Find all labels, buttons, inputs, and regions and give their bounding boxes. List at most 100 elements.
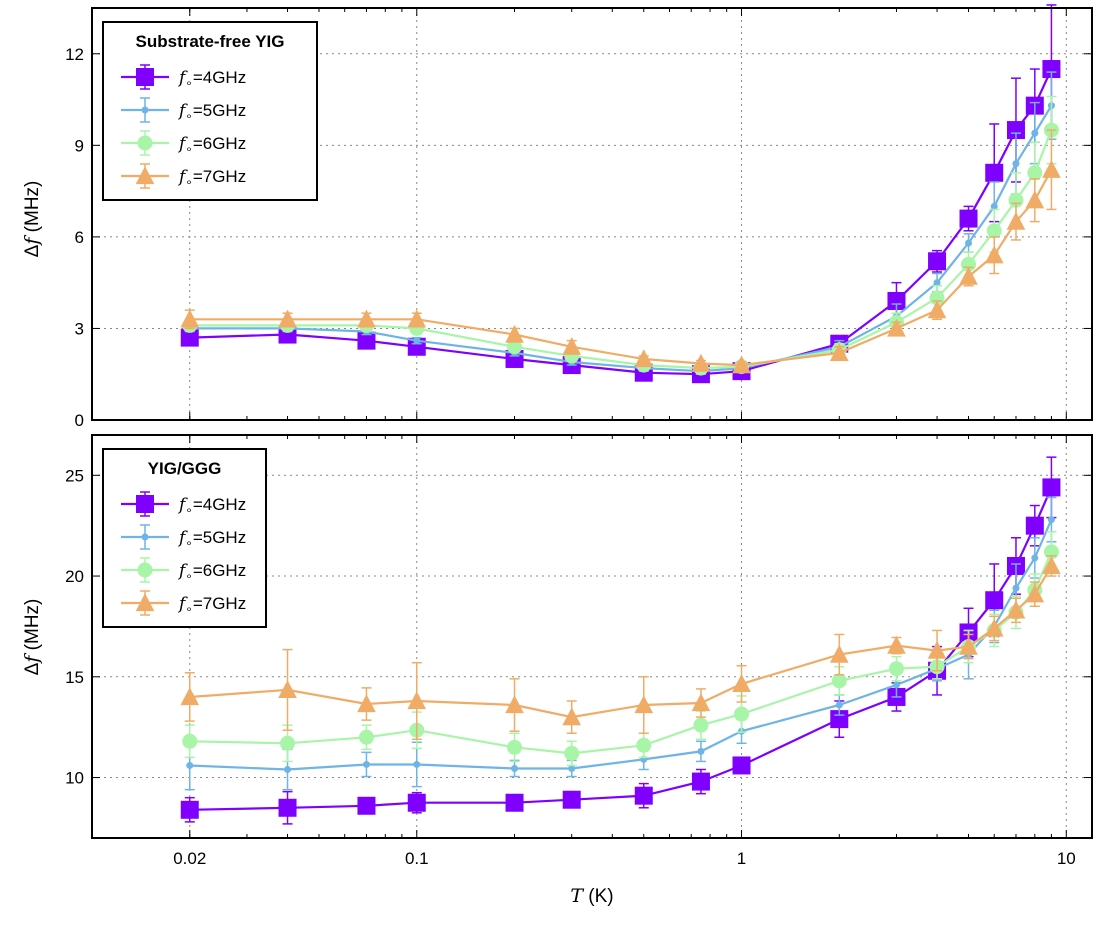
legend-label: f∘=5GHz [177,528,246,550]
plot-frame [91,7,1093,421]
triangle-marker [180,687,200,706]
triangle-marker [407,309,427,328]
square-marker [691,772,710,791]
circle-marker [831,673,847,689]
dot-marker [362,760,370,768]
triangle-marker [135,166,155,185]
dot-marker [568,764,576,772]
legend-title: Substrate-free YIG [136,32,285,51]
triangle-marker [180,309,200,328]
legend-label: f∘=6GHz [177,561,246,583]
y-tick-label: 25 [65,466,84,485]
square-marker [985,591,1004,610]
triangle-marker [887,635,906,654]
series-line [189,551,1053,755]
series-line [189,169,1053,367]
dot-marker [141,533,149,541]
square-marker [985,163,1004,182]
triangle-marker [959,636,978,655]
triangle-marker [691,353,711,372]
dot-marker [284,765,292,773]
triangle-marker [984,245,1004,264]
square-marker [959,209,978,228]
dot-marker [413,337,421,345]
triangle-marker [959,266,978,285]
dot-marker [1012,160,1020,168]
series-square [180,456,1061,825]
triangle-marker [1042,160,1061,178]
dot-marker [1031,554,1039,562]
triangle-marker [829,644,849,663]
circle-marker [564,745,580,761]
triangle-marker [407,691,427,710]
triangle-marker [634,349,654,368]
square-marker [407,793,426,812]
square-marker [505,793,524,812]
circle-marker [137,562,153,578]
square-marker [732,756,751,775]
dot-marker [892,681,900,689]
square-marker [634,786,653,805]
legend: Substrate-free YIG f∘=4GHz f∘=5GHz f∘=6GHz f… [102,21,318,201]
x-axis-label: T (K) [570,885,613,907]
circle-marker [507,339,523,355]
square-marker [136,495,154,513]
circle-marker [636,737,652,753]
triangle-marker [732,355,751,374]
x-tick-label: 0.1 [405,849,429,868]
series-dot [184,496,1057,791]
triangle-marker [927,640,947,659]
y-tick-label: 20 [65,567,84,586]
legend-label: f∘=4GHz [177,68,246,90]
triangle-marker [278,309,297,328]
triangle-marker [1042,556,1061,575]
legend-label: f∘=4GHz [177,495,246,517]
legend-label: f∘=7GHz [177,594,246,616]
y-tick-label: 0 [75,411,84,430]
dot-marker [186,761,194,769]
triangle-marker [1006,211,1026,230]
x-tick-label: 1 [737,849,746,868]
series-line [189,565,1053,719]
square-marker [357,796,376,815]
triangle-marker [1025,190,1045,209]
y-tick-label: 15 [65,668,84,687]
y-tick-label: 9 [75,136,84,155]
dot-marker [1047,516,1055,524]
square-marker [562,790,581,809]
legend-label: f∘=7GHz [177,167,246,189]
square-marker [136,68,154,86]
top-y-axis-label: Δf (MHz) [21,181,43,258]
dot-marker [1012,584,1020,592]
square-marker [1025,516,1044,535]
square-marker [278,798,297,817]
dot-marker [697,747,705,755]
y-tick-label: 3 [75,319,84,338]
triangle-marker [357,694,376,713]
x-tick-label: 10 [1057,849,1076,868]
circle-marker [507,739,523,755]
triangle-marker [562,707,582,726]
triangle-marker [927,300,947,319]
legend-label: f∘=6GHz [177,134,246,156]
dot-marker [1031,129,1039,137]
triangle-marker [829,343,849,362]
y-tick-label: 12 [65,45,84,64]
circle-marker [182,733,198,749]
dot-marker [413,760,421,768]
triangle-marker [357,309,376,328]
triangle-marker [1006,600,1026,619]
triangle-marker [505,324,524,343]
circle-marker [734,706,750,722]
triangle-marker [887,318,906,337]
triangle-marker [562,337,582,355]
triangle-marker [691,693,711,712]
bottom-y-axis-label: Δf (MHz) [21,599,43,676]
x-tick-label: 0.02 [173,849,206,868]
triangle-marker [505,695,524,714]
y-tick-label: 10 [65,769,84,788]
legend-label: f∘=5GHz [177,101,246,123]
dot-marker [990,202,998,210]
square-marker [180,800,199,819]
y-tick-label: 6 [75,228,84,247]
